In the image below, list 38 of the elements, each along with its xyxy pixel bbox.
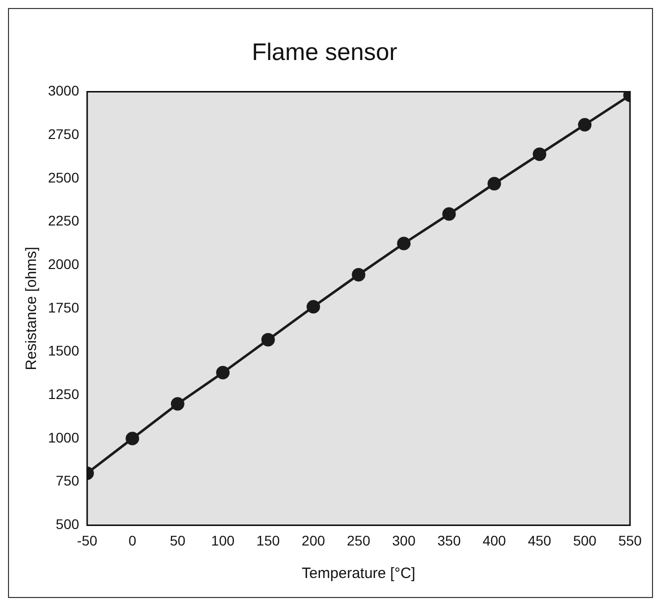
x-tick-label: 200 xyxy=(302,532,326,548)
point xyxy=(261,332,275,346)
x-tick-label: 0 xyxy=(128,532,136,548)
point xyxy=(442,207,456,221)
y-tick-label: 1000 xyxy=(48,429,80,446)
point xyxy=(532,147,546,161)
y-tick-label: 2000 xyxy=(48,256,80,272)
point xyxy=(352,268,366,282)
point xyxy=(488,176,502,190)
point xyxy=(170,397,184,411)
y-tick-label: 1750 xyxy=(48,299,80,316)
y-axis-title: Resistance [ohms] xyxy=(23,246,40,370)
point xyxy=(126,432,140,446)
x-tick-label: 350 xyxy=(437,532,461,548)
x-tick-label: 400 xyxy=(482,532,506,548)
x-tick-label: 50 xyxy=(170,532,186,548)
y-tick-label: 2250 xyxy=(48,212,80,229)
x-tick-label: 550 xyxy=(618,532,642,548)
y-tick-label: 1250 xyxy=(48,386,80,402)
x-tick-label: -50 xyxy=(77,532,98,548)
x-tick-label: 300 xyxy=(392,532,416,548)
point xyxy=(216,366,230,380)
x-tick-label: 450 xyxy=(528,532,552,548)
y-tick-label: 1500 xyxy=(48,342,80,359)
y-tick-label: 3000 xyxy=(48,82,80,99)
x-tick-label: 150 xyxy=(256,532,280,548)
point xyxy=(306,300,320,314)
y-tick-label: 500 xyxy=(56,516,80,532)
x-tick-label: 250 xyxy=(346,532,370,548)
y-tick-label: 2500 xyxy=(48,169,80,186)
x-tick-label: 100 xyxy=(211,532,235,548)
y-tick-label: 2750 xyxy=(48,126,80,142)
point xyxy=(578,118,592,132)
y-tick-label: 750 xyxy=(56,472,80,489)
chart-title: Flame sensor xyxy=(252,39,398,66)
point xyxy=(397,236,411,250)
x-tick-label: 500 xyxy=(573,532,597,548)
x-axis-title: Temperature [°C] xyxy=(302,565,416,582)
